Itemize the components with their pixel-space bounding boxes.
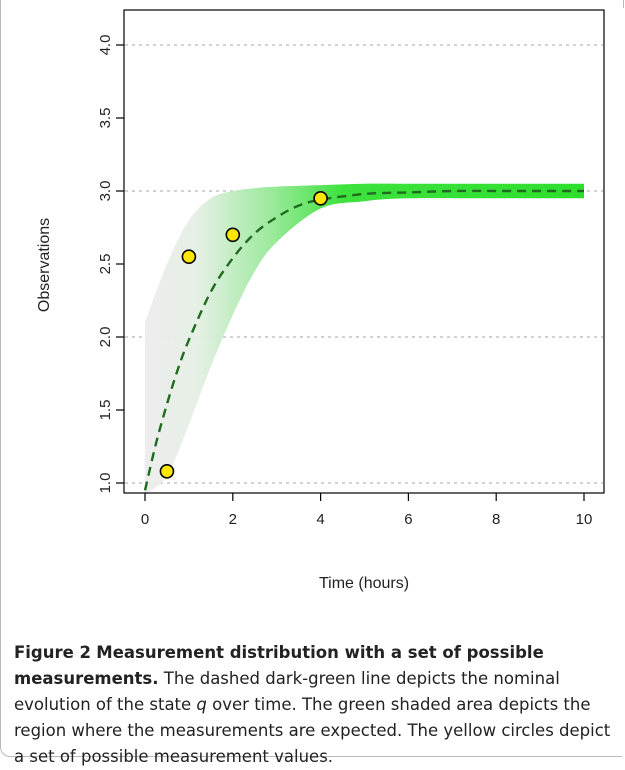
- x-tick-label: 10: [576, 511, 593, 528]
- nominal-curve-layer: [143, 189, 584, 491]
- x-tick-label: 2: [229, 511, 237, 528]
- caption-title: Measurement distribution with a set of p…: [14, 643, 544, 688]
- measurement-point-1: [159, 464, 175, 479]
- y-tick-label: 1.5: [97, 400, 114, 421]
- nominal-curve: [143, 189, 584, 491]
- y-axis-title: Observations: [36, 218, 53, 312]
- caption-label: Figure 2: [14, 643, 92, 662]
- y-tick-label: 3.5: [97, 108, 114, 129]
- plot-border: [123, 9, 605, 494]
- expected-region-band: [145, 183, 584, 495]
- x-tick-label: 4: [316, 511, 324, 528]
- x-tick-label: 8: [492, 511, 500, 528]
- figure-caption: Figure 2 Measurement distribution with a…: [14, 640, 612, 770]
- measurement-point-2: [181, 249, 197, 265]
- measurement-point-3: [225, 227, 241, 243]
- caption-text-before: The dashed dark-green line depicts the n…: [14, 669, 560, 714]
- y-tick-label: 2.5: [97, 254, 114, 275]
- y-tick-label: 1.0: [97, 473, 114, 494]
- x-axis-title: Time (hours): [319, 575, 409, 592]
- x-tick-label: 6: [404, 511, 412, 528]
- expected-region-area: [145, 183, 584, 495]
- measurement-points: [159, 191, 328, 479]
- x-tick-label: 0: [141, 511, 149, 528]
- chart: 1.0 1.5 2.0 2.5 3.0 3.5 4.0 0 2 4 6 8 10 Observation…: [36, 9, 605, 592]
- y-tick-label: 4.0: [97, 35, 114, 56]
- measurement-point-4: [313, 191, 328, 206]
- y-tick-label: 3.0: [97, 181, 114, 202]
- y-tick-label: 2.0: [97, 327, 114, 348]
- caption-variable: q: [196, 695, 207, 714]
- axes: 1.0 1.5 2.0 2.5 3.0 3.5 4.0 0 2 4 6 8 10: [97, 9, 605, 528]
